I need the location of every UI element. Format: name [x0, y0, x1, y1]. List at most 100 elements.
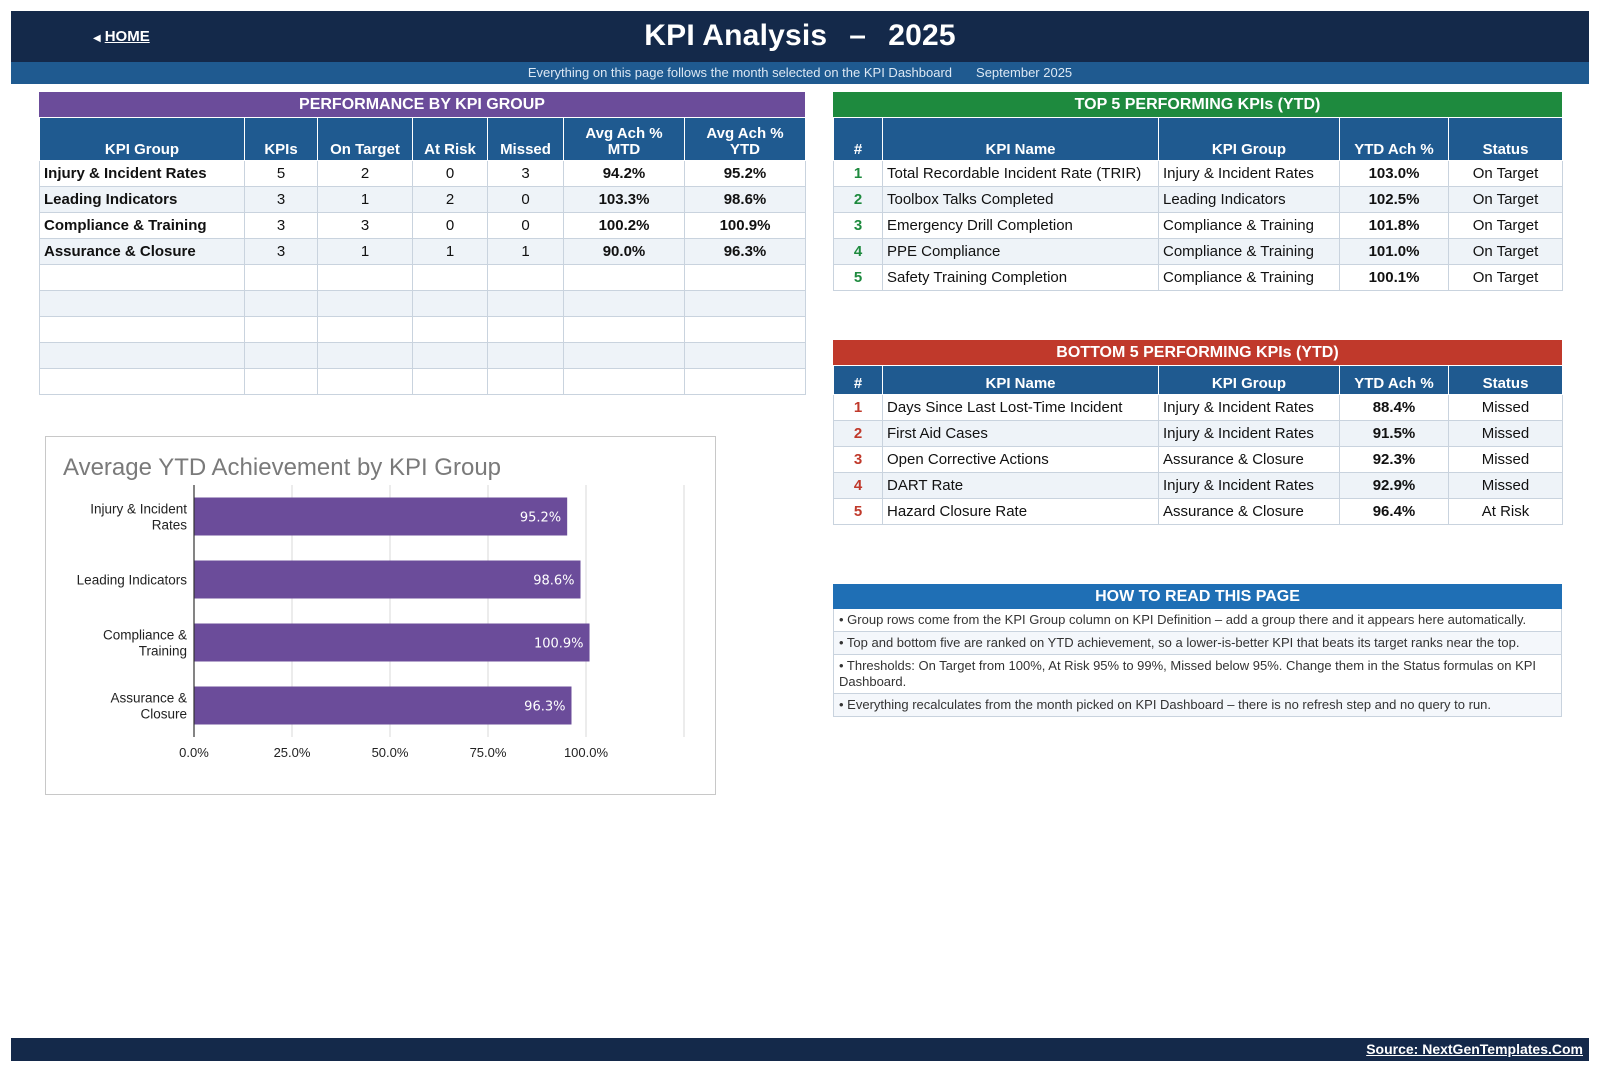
ytd-ach-cell: 101.0%	[1339, 238, 1449, 265]
kpis-cell: 3	[244, 238, 318, 265]
status-cell: On Target	[1448, 238, 1563, 265]
at-risk-cell: 0	[412, 160, 488, 187]
empty-row	[39, 264, 806, 291]
empty-cell	[412, 316, 488, 343]
col-ytd-ach: YTD Ach %	[1339, 117, 1449, 161]
y-category-label: Closure	[140, 707, 187, 722]
table-row: 3 Open Corrective Actions Assurance & Clos…	[833, 446, 1563, 473]
col-ytd-ach: YTD Ach %	[1339, 365, 1449, 395]
missed-cell: 3	[487, 160, 564, 187]
status-cell: On Target	[1448, 264, 1563, 291]
empty-cell	[317, 368, 413, 395]
empty-row	[39, 316, 806, 343]
x-tick-label: 0.0%	[179, 745, 209, 760]
ytd-ach-cell: 101.8%	[1339, 212, 1449, 239]
y-category-label: Rates	[152, 518, 188, 533]
chart-bar	[194, 686, 572, 725]
table-row: 2 First Aid Cases Injury & Incident Rates 9…	[833, 420, 1563, 447]
kpi-name-cell: Safety Training Completion	[882, 264, 1159, 291]
kpi-group-cell: Injury & Incident Rates	[1158, 394, 1340, 421]
empty-cell	[487, 316, 564, 343]
missed-cell: 0	[487, 186, 564, 213]
kpis-cell: 3	[244, 212, 318, 239]
empty-cell	[487, 264, 564, 291]
bar-data-label: 95.2%	[520, 511, 561, 526]
empty-cell	[244, 342, 318, 369]
ytd-ach-cell: 100.1%	[1339, 264, 1449, 291]
col-status: Status	[1448, 117, 1563, 161]
empty-row	[39, 342, 806, 369]
home-link[interactable]: ◀ HOME	[93, 28, 150, 45]
empty-row	[39, 368, 806, 395]
status-cell: At Risk	[1448, 498, 1563, 525]
on-target-cell: 1	[317, 186, 413, 213]
rank-cell: 4	[833, 472, 883, 499]
mtd-cell: 103.3%	[563, 186, 685, 213]
col-rank: #	[833, 117, 883, 161]
rank-cell: 1	[833, 394, 883, 421]
mtd-cell: 100.2%	[563, 212, 685, 239]
performance-table-panel: PERFORMANCE BY KPI GROUP KPI Group KPIs …	[39, 92, 806, 395]
table-row: 3 Emergency Drill Completion Compliance & …	[833, 212, 1563, 239]
x-tick-label: 50.0%	[372, 745, 409, 760]
col-kpi-group: KPI Group	[39, 117, 245, 161]
bottom5-band: BOTTOM 5 PERFORMING KPIs (YTD)	[833, 340, 1562, 365]
ytd-ach-cell: 103.0%	[1339, 160, 1449, 187]
empty-cell	[244, 316, 318, 343]
ytd-ach-cell: 88.4%	[1339, 394, 1449, 421]
col-kpi-group: KPI Group	[1158, 365, 1340, 395]
kpi-name-cell: Total Recordable Incident Rate (TRIR)	[882, 160, 1159, 187]
group-cell: Injury & Incident Rates	[39, 160, 245, 187]
kpi-group-cell: Injury & Incident Rates	[1158, 472, 1340, 499]
col-kpi-name: KPI Name	[882, 117, 1159, 161]
y-category-label: Leading Indicators	[77, 573, 188, 588]
kpi-group-cell: Assurance & Closure	[1158, 498, 1340, 525]
performance-band: PERFORMANCE BY KPI GROUP	[39, 92, 805, 117]
chart-bar	[194, 497, 568, 536]
at-risk-cell: 2	[412, 186, 488, 213]
empty-cell	[487, 368, 564, 395]
kpi-name-cell: Toolbox Talks Completed	[882, 186, 1159, 213]
how-to-read-panel: HOW TO READ THIS PAGE • Group rows come …	[833, 584, 1562, 717]
y-category-label: Assurance &	[110, 691, 187, 706]
empty-cell	[563, 342, 685, 369]
ytd-achievement-chart: Average YTD Achievement by KPI Group 0.0…	[45, 436, 716, 795]
col-avg-ytd: Avg Ach % YTD	[684, 117, 806, 161]
bar-data-label: 98.6%	[533, 574, 574, 589]
kpis-cell: 5	[244, 160, 318, 187]
x-tick-label: 100.0%	[564, 745, 609, 760]
empty-cell	[317, 290, 413, 317]
status-cell: On Target	[1448, 160, 1563, 187]
rank-cell: 4	[833, 238, 883, 265]
footer-bar: Source: NextGenTemplates.Com	[11, 1038, 1589, 1061]
how-to-note: • Thresholds: On Target from 100%, At Ri…	[833, 655, 1562, 694]
empty-cell	[39, 290, 245, 317]
rank-cell: 2	[833, 420, 883, 447]
on-target-cell: 3	[317, 212, 413, 239]
status-cell: Missed	[1448, 420, 1563, 447]
rank-cell: 5	[833, 498, 883, 525]
rank-cell: 3	[833, 446, 883, 473]
kpis-cell: 3	[244, 186, 318, 213]
empty-cell	[563, 290, 685, 317]
col-rank: #	[833, 365, 883, 395]
empty-cell	[563, 316, 685, 343]
empty-cell	[244, 290, 318, 317]
kpi-group-cell: Assurance & Closure	[1158, 446, 1340, 473]
how-to-note: • Top and bottom five are ranked on YTD …	[833, 632, 1562, 655]
kpi-name-cell: First Aid Cases	[882, 420, 1159, 447]
empty-cell	[244, 368, 318, 395]
table-row: 4 PPE Compliance Compliance & Training 101.…	[833, 238, 1563, 265]
empty-cell	[563, 368, 685, 395]
source-link[interactable]: Source: NextGenTemplates.Com	[1366, 1041, 1583, 1057]
empty-cell	[487, 342, 564, 369]
empty-cell	[244, 264, 318, 291]
col-kpis: KPIs	[244, 117, 318, 161]
period-label: September 2025	[976, 65, 1073, 80]
kpi-name-cell: Open Corrective Actions	[882, 446, 1159, 473]
mtd-cell: 90.0%	[563, 238, 685, 265]
performance-table: KPI Group KPIs On Target At Risk Missed …	[39, 117, 806, 395]
kpi-name-cell: Emergency Drill Completion	[882, 212, 1159, 239]
top5-band: TOP 5 PERFORMING KPIs (YTD)	[833, 92, 1562, 117]
